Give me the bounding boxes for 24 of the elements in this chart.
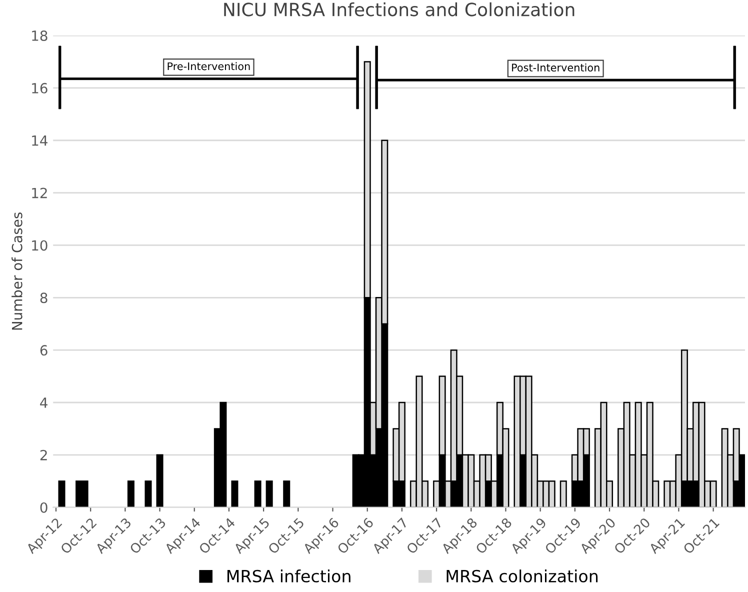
annotation: Pre-Intervention [168, 62, 250, 70]
bar [254, 480, 262, 508]
y-tick-label: 16 [32, 82, 48, 94]
y-tick-label: 4 [40, 398, 48, 408]
y-axis-title: Number of Cases [12, 212, 22, 330]
bar [283, 480, 290, 508]
y-tick-label: 18 [32, 30, 48, 41]
legend-label: MRSA infection [227, 570, 350, 582]
bar [266, 480, 273, 508]
bar [156, 454, 164, 508]
bar [127, 480, 134, 508]
y-tick-label: 12 [32, 188, 47, 198]
legend-label: MRSA colonization [446, 570, 598, 582]
y-tick-label: 10 [32, 240, 48, 251]
bar [144, 480, 152, 508]
bar [231, 480, 238, 508]
annotation: Post-Intervention [512, 63, 600, 72]
y-tick-label: 8 [40, 292, 48, 304]
y-tick-label: 6 [40, 345, 48, 356]
bar [58, 480, 66, 508]
y-tick-label: 0 [40, 502, 48, 513]
y-tick-label: 2 [40, 450, 47, 460]
y-tick-label: 14 [32, 136, 48, 146]
chart-title: NICU MRSA Infections and Colonization [224, 2, 574, 16]
